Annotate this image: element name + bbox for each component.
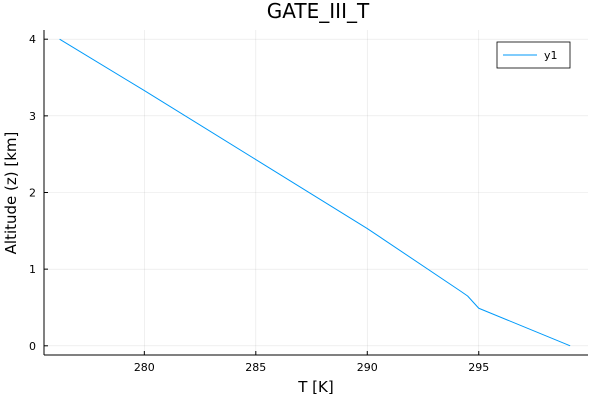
- axes: [43, 30, 588, 356]
- y-tick-label: 2: [29, 187, 36, 200]
- y-tick-label: 4: [29, 33, 36, 46]
- legend: y1: [496, 41, 571, 69]
- chart-title: GATE_III_T: [267, 0, 370, 23]
- y-tick-label: 0: [29, 340, 36, 353]
- x-tick-label: 290: [357, 361, 378, 374]
- y-tick-label: 1: [29, 263, 36, 276]
- series-line-y1: [59, 38, 571, 347]
- legend-label-y1: y1: [544, 49, 558, 62]
- y-axis-label: Altitude (z) [km]: [2, 132, 20, 255]
- grid: [44, 30, 588, 355]
- y-tick-label: 3: [29, 110, 36, 123]
- x-tick-label: 295: [468, 361, 489, 374]
- x-axis-label: T [K]: [297, 378, 333, 396]
- x-tick-label: 285: [245, 361, 266, 374]
- x-tick-label: 280: [134, 361, 155, 374]
- series: [59, 38, 571, 347]
- tick-labels: 280 285 290 295 0 1 2 3 4: [29, 33, 489, 374]
